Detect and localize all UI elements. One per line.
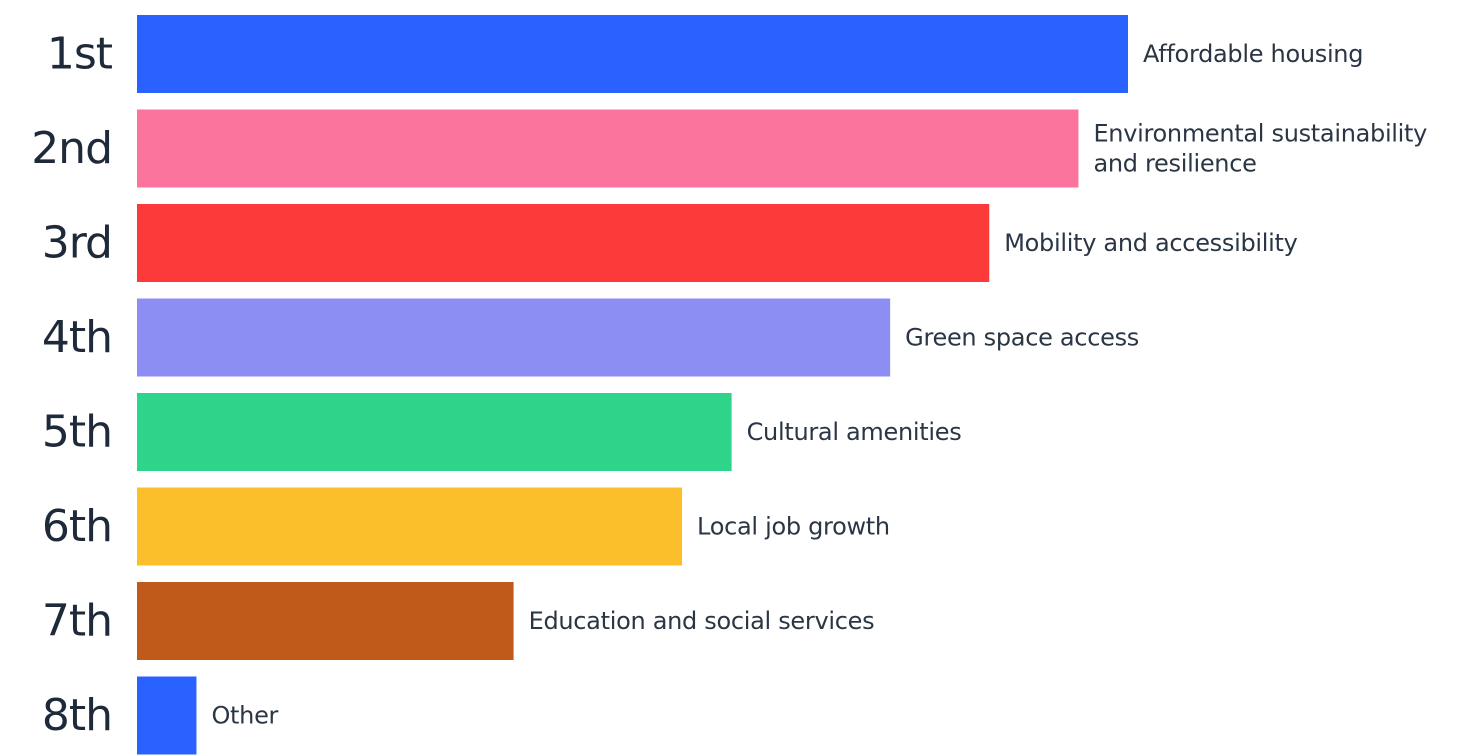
category-label: Other <box>211 702 278 730</box>
category-label: and resilience <box>1093 150 1256 178</box>
category-label: Local job growth <box>697 513 890 541</box>
category-label: Cultural amenities <box>747 418 962 446</box>
bar-5th <box>137 393 732 471</box>
rank-label: 1st <box>47 29 113 80</box>
rank-label: 2nd <box>31 123 112 174</box>
rank-label: 5th <box>42 407 112 458</box>
rank-label: 7th <box>42 596 112 647</box>
rank-label: 4th <box>42 312 112 363</box>
rank-label: 6th <box>42 501 112 552</box>
rank-label: 3rd <box>42 218 112 269</box>
category-label: Education and social services <box>529 607 875 635</box>
rank-labels: 1st 2nd 3rd 4th 5th 6th 7th 8th <box>31 29 114 742</box>
bar-7th <box>137 582 514 660</box>
bar-8th <box>137 676 197 755</box>
bar-1st <box>137 15 1128 93</box>
category-label: Green space access <box>905 324 1139 352</box>
bars-layer <box>137 15 1128 755</box>
bar-4th <box>137 298 891 377</box>
category-label: Affordable housing <box>1143 40 1363 68</box>
category-label: Mobility and accessibility <box>1004 229 1297 257</box>
bar-2nd <box>137 109 1079 188</box>
bar-6th <box>137 487 683 566</box>
rank-label: 8th <box>42 690 112 741</box>
category-label: Environmental sustainability <box>1093 120 1427 148</box>
bar-3rd <box>137 204 990 282</box>
category-labels: Affordable housing Environmental sustaina… <box>211 40 1427 730</box>
